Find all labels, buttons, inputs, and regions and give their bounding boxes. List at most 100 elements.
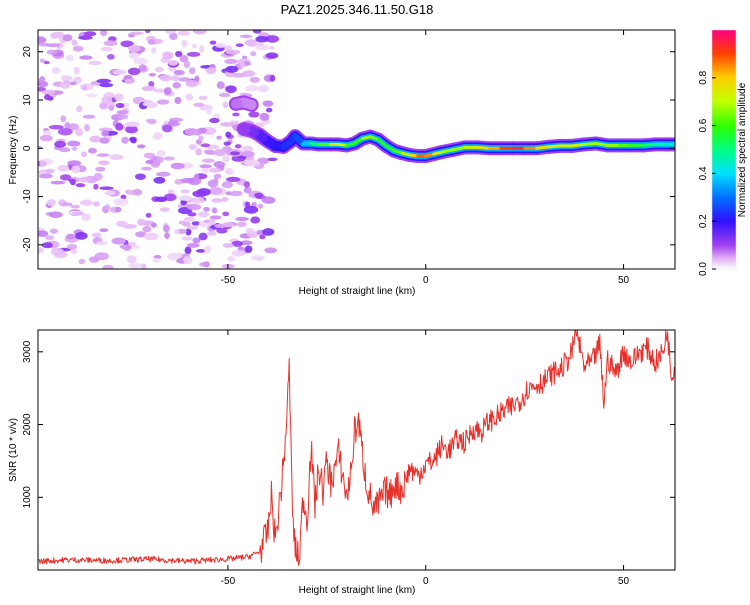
- colorbar-tick-label: 0.0: [698, 262, 709, 276]
- noise-blob: [54, 140, 66, 148]
- noise-blob: [99, 228, 109, 233]
- noise-blob: [102, 264, 114, 269]
- noise-blob: [49, 228, 59, 234]
- noise-blob: [136, 144, 146, 149]
- noise-blob: [75, 183, 86, 188]
- noise-blob: [222, 211, 230, 217]
- noise-blob: [66, 54, 74, 62]
- noise-blob: [159, 74, 172, 82]
- noise-blob: [229, 190, 243, 197]
- noise-blob: [64, 122, 71, 130]
- noise-blob: [132, 188, 143, 196]
- noise-blob: [237, 246, 244, 251]
- noise-blob: [245, 85, 259, 92]
- noise-blob: [38, 230, 49, 237]
- noise-blob: [200, 143, 211, 148]
- noise-blob: [93, 183, 99, 190]
- noise-blob: [57, 165, 70, 172]
- noise-blob: [198, 135, 204, 141]
- noise-blob: [45, 168, 55, 173]
- noise-blob: [100, 46, 113, 52]
- noise-blob: [142, 101, 152, 107]
- noise-blob: [51, 31, 65, 39]
- ridge-point: [594, 141, 610, 147]
- noise-blob: [59, 174, 72, 181]
- ridge-point: [535, 145, 550, 150]
- noise-blob: [74, 232, 88, 240]
- spectrogram-ridge: [228, 95, 675, 164]
- noise-blob: [98, 127, 113, 132]
- noise-blob: [244, 39, 258, 46]
- noise-blob: [266, 107, 273, 113]
- y-tick-label: 20: [22, 46, 33, 58]
- noise-blob: [42, 130, 52, 136]
- noise-blob: [78, 176, 92, 183]
- colorbar-ticks: 0.0 0.2 0.4 0.6 0.8: [698, 70, 716, 276]
- noise-blob: [141, 85, 156, 92]
- noise-blob: [169, 32, 178, 41]
- noise-blob: [42, 89, 56, 95]
- noise-blob: [243, 181, 250, 188]
- colorbar: 0.0 0.2 0.4 0.6 0.8 Normalized spectral ampl…: [698, 29, 748, 276]
- noise-blob: [269, 46, 275, 50]
- noise-blob: [99, 186, 114, 190]
- spectrogram-panel: -50 0 50 -20 -10 0 10 20 Height of straight li…: [8, 29, 676, 297]
- noise-blob: [115, 122, 124, 131]
- noise-blob: [227, 256, 235, 262]
- noise-blob: [135, 231, 147, 238]
- noise-blob: [127, 67, 141, 76]
- noise-blob: [252, 30, 262, 34]
- noise-blob: [180, 199, 187, 206]
- noise-blob: [142, 225, 152, 233]
- snr-panel: -50 0 50 1000 2000 3000 Height of straight l…: [8, 329, 676, 596]
- noise-blob: [60, 202, 73, 207]
- noise-blob: [115, 207, 122, 212]
- noise-blob: [156, 149, 166, 158]
- noise-blob: [106, 53, 115, 60]
- noise-blob: [174, 96, 182, 105]
- noise-blob: [201, 167, 211, 173]
- noise-blob: [270, 74, 276, 82]
- snr-frame: [37, 329, 676, 571]
- noise-blob: [185, 79, 198, 88]
- noise-blob: [48, 124, 64, 130]
- noise-blob: [237, 221, 247, 227]
- noise-blob: [216, 228, 228, 234]
- noise-blob: [104, 190, 116, 196]
- ridge-point: [440, 148, 455, 154]
- noise-blob: [241, 151, 255, 158]
- noise-blob: [216, 81, 225, 89]
- noise-blob: [235, 43, 244, 47]
- noise-blob: [137, 218, 146, 226]
- noise-blob: [187, 212, 197, 217]
- noise-blob: [50, 180, 66, 185]
- snr-y-ticks: 1000 2000 3000: [22, 340, 675, 508]
- noise-blob: [186, 203, 201, 211]
- y-tick-label: -20: [22, 237, 33, 252]
- noise-blob: [70, 204, 80, 209]
- noise-blob: [128, 262, 142, 269]
- noise-blob: [213, 173, 222, 179]
- noise-blob: [232, 112, 240, 117]
- noise-blob: [125, 125, 138, 134]
- noise-blob: [199, 45, 205, 53]
- y-tick-label: 10: [22, 94, 33, 106]
- noise-blob: [62, 34, 73, 42]
- noise-blob: [163, 87, 172, 95]
- noise-blob: [44, 94, 51, 101]
- noise-blob: [211, 207, 218, 214]
- noise-blob: [225, 49, 241, 55]
- figure-title: PAZ1.2025.346.11.50.G18: [281, 2, 434, 17]
- noise-blob: [216, 135, 222, 140]
- noise-blob: [211, 198, 223, 203]
- noise-blob: [83, 31, 92, 38]
- noise-blob: [51, 67, 61, 74]
- noise-blob: [115, 102, 125, 109]
- noise-blob: [114, 93, 124, 102]
- noise-blob: [173, 69, 185, 76]
- noise-blob: [202, 158, 215, 163]
- noise-blob: [96, 78, 112, 84]
- noise-blob: [170, 162, 185, 170]
- noise-blob: [159, 207, 170, 212]
